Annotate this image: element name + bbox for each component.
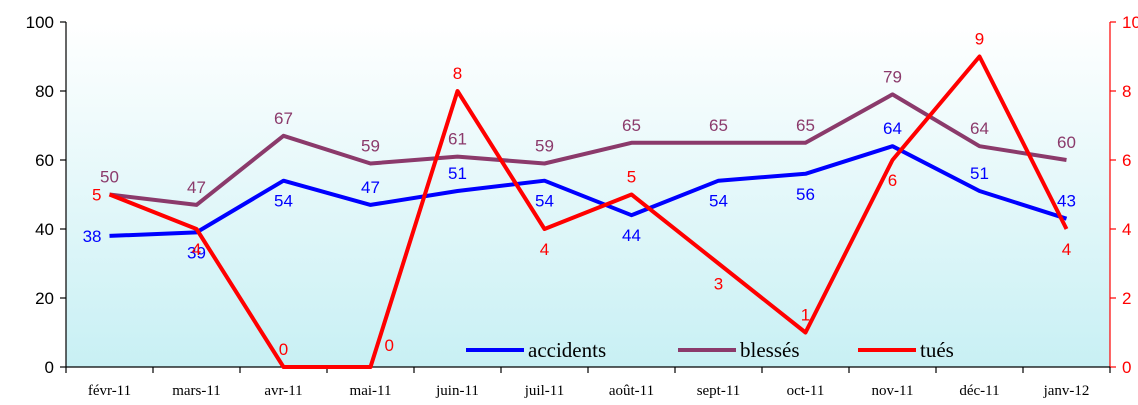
x-tick-label: déc-11 [959,383,999,399]
right-tick-label: 8 [1122,82,1131,101]
x-tick-label: janv-12 [1043,383,1090,399]
data-label-tués: 3 [714,275,723,294]
left-tick-label: 60 [35,151,54,170]
series-line-tués [108,54,1069,369]
data-label-tués: 5 [92,186,101,205]
data-label-blessés: 79 [883,67,902,86]
data-label-tués: 8 [453,64,462,83]
data-label-accidents: 64 [883,119,902,138]
data-label-accidents: 43 [1057,192,1076,211]
data-label-accidents: 54 [535,192,554,211]
right-tick-label: 0 [1122,358,1131,377]
right-tick-label: 6 [1122,151,1131,170]
data-label-blessés: 50 [100,168,119,187]
right-tick-label: 2 [1122,289,1131,308]
left-tick-label: 20 [35,289,54,308]
data-label-accidents: 54 [709,192,728,211]
x-tick-label: juil-11 [524,383,564,399]
legend-label-tués: tués [920,338,954,362]
series-line-blessés [109,92,1067,207]
data-label-blessés: 65 [622,116,641,135]
data-label-blessés: 59 [361,136,380,155]
data-label-accidents: 51 [448,164,467,183]
data-label-tués: 0 [385,336,394,355]
data-label-tués: 5 [627,168,636,187]
left-tick-label: 80 [35,82,54,101]
x-tick-label: oct-11 [787,383,825,399]
x-tick-label: avr-11 [264,383,302,399]
data-label-blessés: 47 [187,178,206,197]
x-tick-label: nov-11 [872,383,914,399]
left-tick-label: 40 [35,220,54,239]
data-label-tués: 6 [888,171,897,190]
x-tick-label: mars-11 [172,383,221,399]
left-tick-label: 100 [26,13,54,32]
data-label-blessés: 67 [274,109,293,128]
plot-area [66,22,1110,367]
data-label-tués: 0 [279,340,288,359]
data-label-accidents: 44 [622,226,641,245]
right-tick-label: 4 [1122,220,1131,239]
data-label-blessés: 61 [448,130,467,149]
data-label-accidents: 39 [187,243,206,262]
data-label-blessés: 64 [970,119,989,138]
data-label-tués: 4 [540,240,549,259]
data-label-blessés: 65 [709,116,728,135]
data-label-blessés: 65 [796,116,815,135]
data-label-accidents: 54 [274,192,293,211]
x-tick-label: août-11 [609,383,654,399]
x-tick-label: juin-11 [435,383,479,399]
series-line-accidents [109,144,1068,238]
left-tick-label: 0 [45,358,54,377]
data-label-tués: 4 [1062,240,1071,259]
right-tick-label: 10 [1122,13,1138,32]
data-label-accidents: 51 [970,164,989,183]
x-tick-label: sept-11 [697,383,741,399]
data-label-blessés: 60 [1057,133,1076,152]
legend-label-accidents: accidents [528,338,606,362]
data-label-tués: 1 [801,306,810,325]
data-label-blessés: 59 [535,136,554,155]
data-label-tués: 4 [192,240,201,259]
x-tick-label: févr-11 [88,383,131,399]
data-label-tués: 9 [975,30,984,49]
x-tick-label: mai-11 [350,383,392,399]
data-label-accidents: 47 [361,178,380,197]
data-label-accidents: 38 [83,227,102,246]
data-label-accidents: 56 [796,185,815,204]
legend-label-blessés: blessés [740,338,800,362]
